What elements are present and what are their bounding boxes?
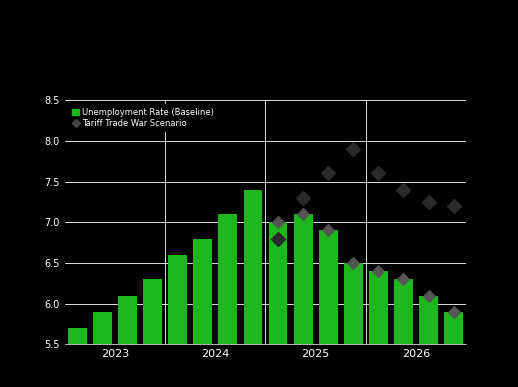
Point xyxy=(299,211,307,217)
Bar xyxy=(269,222,287,387)
Point xyxy=(424,199,433,205)
Point xyxy=(349,146,357,152)
Point xyxy=(324,227,333,233)
Point xyxy=(324,170,333,176)
Point xyxy=(374,170,382,176)
Bar xyxy=(143,279,162,387)
Bar xyxy=(118,296,137,387)
Legend: Unemployment Rate (Baseline), Tariff Trade War Scenario: Unemployment Rate (Baseline), Tariff Tra… xyxy=(69,104,218,132)
Bar xyxy=(219,214,237,387)
Bar xyxy=(168,255,187,387)
Bar xyxy=(319,230,338,387)
Bar xyxy=(394,279,413,387)
Point xyxy=(399,187,408,193)
Point xyxy=(399,276,408,283)
Bar xyxy=(419,296,438,387)
Bar xyxy=(243,190,262,387)
Point xyxy=(450,203,458,209)
Bar xyxy=(193,238,212,387)
Bar xyxy=(93,312,112,387)
Point xyxy=(349,260,357,266)
Point xyxy=(374,268,382,274)
Point xyxy=(274,219,282,225)
Bar xyxy=(344,263,363,387)
Point xyxy=(450,309,458,315)
Bar xyxy=(369,271,388,387)
Point xyxy=(274,235,282,241)
Point xyxy=(299,195,307,201)
Bar xyxy=(68,328,87,387)
Bar xyxy=(444,312,463,387)
Point xyxy=(424,293,433,299)
Bar xyxy=(294,214,312,387)
